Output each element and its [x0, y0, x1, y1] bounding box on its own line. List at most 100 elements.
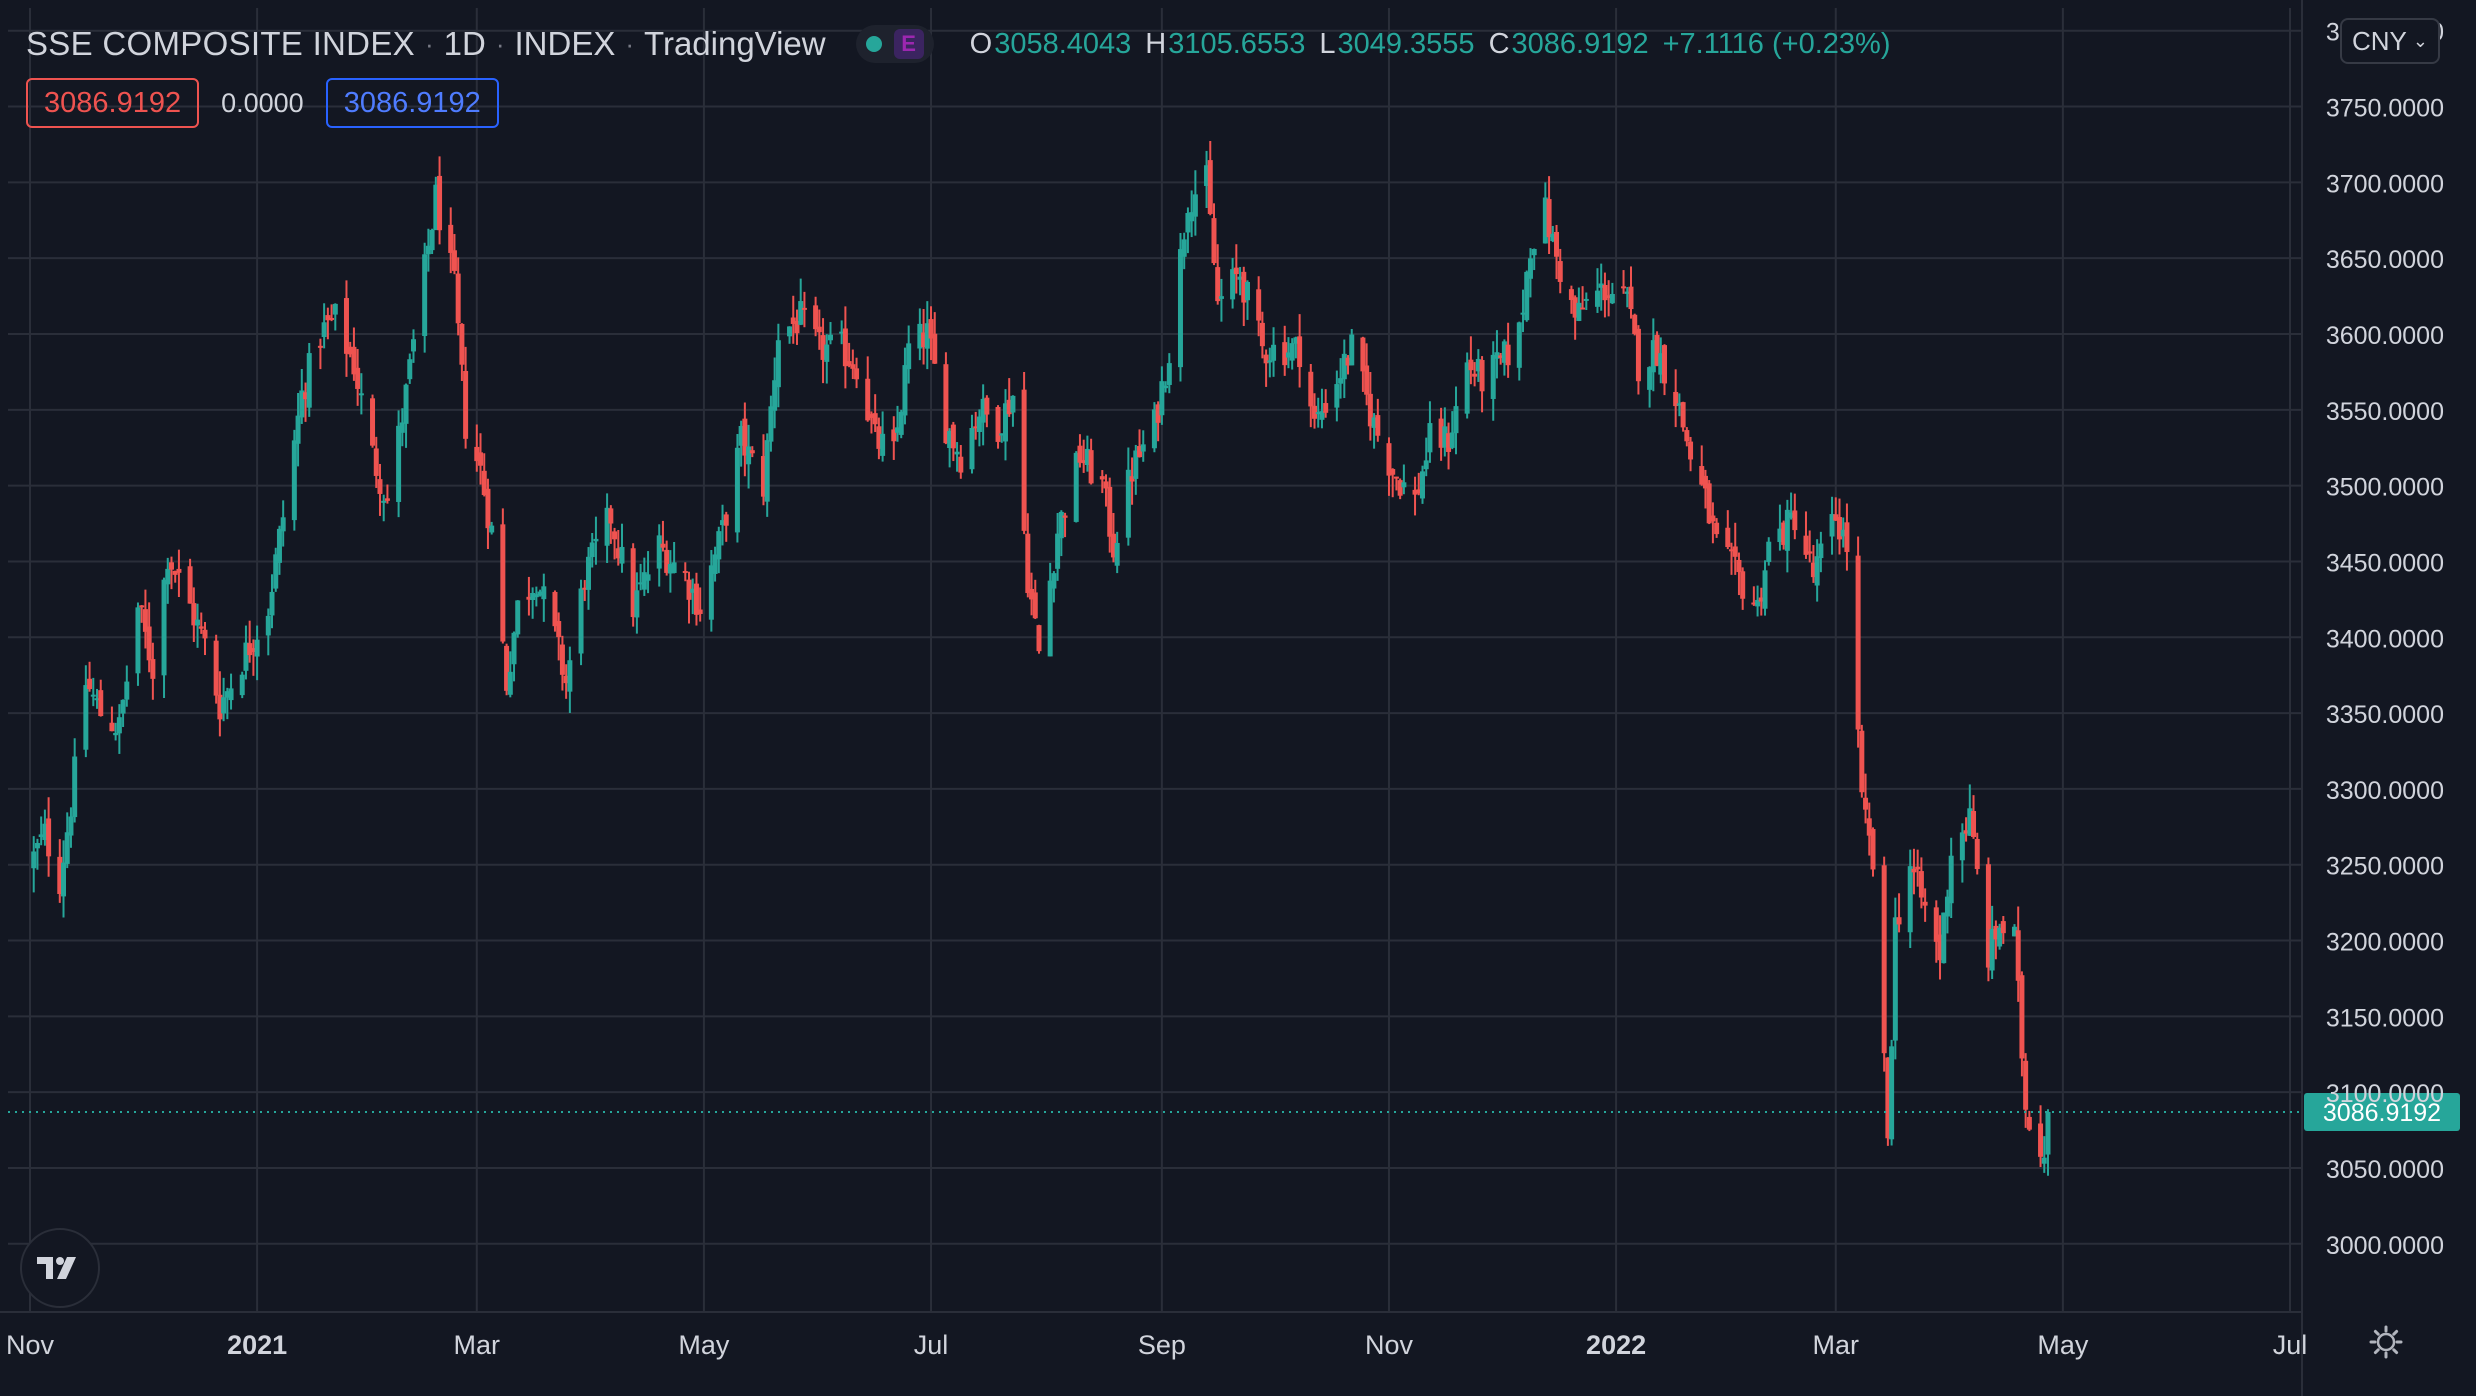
- separator-dot: ·: [424, 28, 434, 59]
- candle: [489, 521, 495, 535]
- candle: [1140, 430, 1146, 462]
- candle: [34, 838, 40, 870]
- candle-body: [139, 605, 145, 608]
- candle-body: [1624, 291, 1630, 294]
- candle-body: [1140, 444, 1146, 452]
- candle: [541, 573, 547, 622]
- candle: [1047, 562, 1053, 657]
- candle: [932, 312, 938, 364]
- candle-body: [87, 678, 93, 690]
- candle-body: [1244, 281, 1250, 301]
- candle: [1855, 536, 1861, 748]
- y-tick-label: 3500.0000: [2326, 474, 2444, 502]
- candle-body: [1002, 403, 1008, 442]
- candle-body: [358, 393, 364, 396]
- candle-body: [332, 303, 338, 315]
- x-tick-label: May: [2037, 1330, 2089, 1360]
- candle: [57, 839, 63, 903]
- candle: [1475, 349, 1481, 382]
- candle: [615, 530, 621, 566]
- symbol-title[interactable]: SSE COMPOSITE INDEX: [26, 25, 415, 62]
- candle: [377, 463, 383, 516]
- candle: [373, 436, 379, 488]
- candle-body: [1315, 412, 1321, 415]
- x-tick-label: Jul: [914, 1330, 949, 1360]
- candle: [798, 278, 804, 326]
- candle-body: [1907, 866, 1913, 933]
- candle: [1349, 328, 1355, 366]
- candle: [1818, 531, 1824, 573]
- candle: [578, 579, 584, 666]
- x-tick-label: Mar: [454, 1330, 501, 1360]
- candle: [1207, 141, 1213, 216]
- candle: [1632, 313, 1638, 336]
- gear-icon[interactable]: [2366, 1322, 2406, 1362]
- candle: [325, 307, 331, 340]
- candle: [585, 547, 591, 610]
- candle: [321, 303, 327, 349]
- candle-body: [384, 498, 390, 501]
- candle-body: [381, 500, 387, 503]
- candle: [1390, 468, 1396, 498]
- candle: [1740, 567, 1746, 610]
- candle-body: [176, 568, 182, 573]
- candle: [1810, 545, 1816, 583]
- candle-body: [98, 690, 104, 717]
- market-status-pill[interactable]: E: [855, 25, 934, 63]
- candle: [221, 677, 227, 722]
- candle-body: [1047, 580, 1053, 657]
- legend-header: SSE COMPOSITE INDEX · 1D · INDEX · Tradi…: [26, 18, 1890, 70]
- candle: [1137, 429, 1143, 458]
- sell-button[interactable]: 3086.9192: [26, 78, 200, 128]
- currency-selector[interactable]: CNY ⌄: [2340, 18, 2440, 64]
- candle: [2045, 1109, 2051, 1176]
- interval-label[interactable]: 1D: [443, 25, 486, 62]
- candle-body: [370, 398, 376, 446]
- candle: [768, 395, 774, 452]
- earnings-badge[interactable]: E: [893, 29, 924, 59]
- candle-body: [746, 446, 752, 465]
- candle: [876, 417, 882, 460]
- candle: [1788, 492, 1794, 520]
- y-tick-label: 3250.0000: [2326, 853, 2444, 881]
- candle: [500, 508, 506, 644]
- candle-body: [1784, 509, 1790, 551]
- candle-body: [760, 456, 766, 497]
- buy-button[interactable]: 3086.9192: [325, 78, 499, 128]
- candle: [1714, 518, 1720, 538]
- candle: [2000, 916, 2006, 944]
- candle-body: [1889, 1046, 1895, 1140]
- candle-body: [31, 851, 37, 869]
- candle-body: [46, 818, 52, 857]
- candle-body: [842, 328, 848, 367]
- candle: [139, 605, 145, 623]
- data-source-label: TradingView: [644, 25, 826, 62]
- candle: [682, 562, 688, 582]
- tradingview-logo-icon[interactable]: [20, 1228, 100, 1308]
- candle-body: [425, 245, 431, 255]
- candle-body: [1520, 312, 1526, 315]
- candle: [980, 384, 986, 446]
- candle-body: [1892, 917, 1898, 1041]
- candle: [1859, 724, 1865, 798]
- candle: [868, 411, 874, 434]
- candle: [563, 664, 569, 699]
- candle-body: [1241, 271, 1247, 303]
- candle: [1416, 472, 1422, 496]
- candle: [902, 347, 908, 425]
- candle: [1375, 398, 1381, 442]
- candle-body: [422, 254, 428, 337]
- candle: [787, 326, 793, 344]
- candle-body: [1163, 385, 1169, 389]
- candle: [98, 679, 104, 717]
- x-tick-label: Sep: [1138, 1330, 1186, 1360]
- candle: [697, 587, 703, 622]
- candle-body: [1319, 411, 1325, 420]
- candle: [1501, 339, 1507, 376]
- candle-body: [1323, 403, 1329, 413]
- candle: [1583, 292, 1589, 311]
- candle: [515, 600, 521, 638]
- candle-body: [876, 426, 882, 449]
- candle-body: [1658, 353, 1664, 375]
